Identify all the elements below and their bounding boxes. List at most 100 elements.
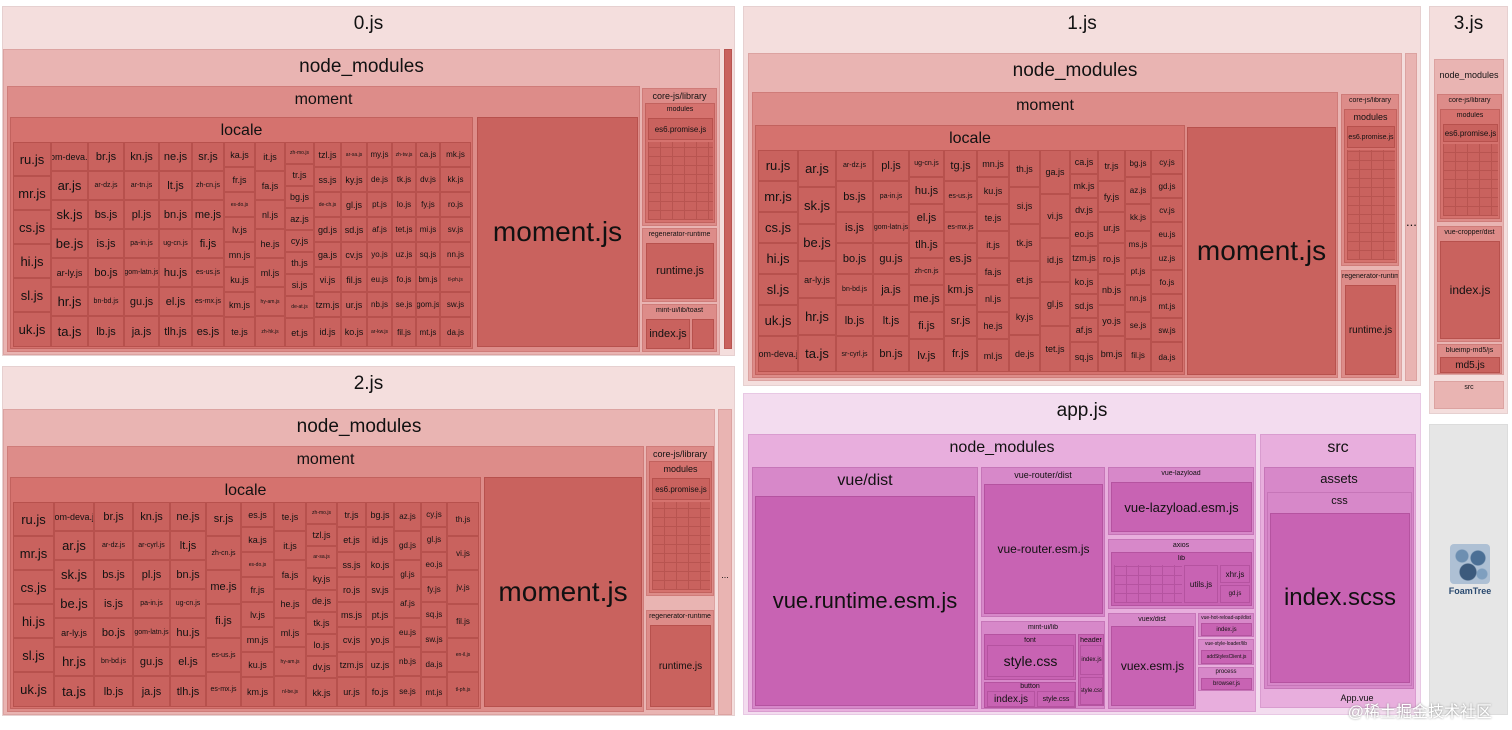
locale-file[interactable]: ka.js bbox=[241, 527, 274, 552]
locale-file[interactable]: tet.js bbox=[392, 217, 416, 242]
locale-file[interactable]: el.js bbox=[159, 287, 192, 316]
locale-file[interactable]: dv.js bbox=[1070, 198, 1098, 222]
locale-file[interactable]: hi.js bbox=[13, 604, 54, 638]
locale-file[interactable]: ml.js bbox=[977, 339, 1009, 372]
locale-file[interactable]: uk.js bbox=[13, 672, 54, 707]
locale-file[interactable]: cv.js bbox=[341, 242, 367, 267]
file-index-js[interactable]: index.js bbox=[1080, 645, 1103, 675]
locale-file[interactable]: es-us.js bbox=[206, 638, 241, 672]
locale-file[interactable]: sk.js bbox=[798, 187, 836, 224]
locale-file[interactable]: th.js bbox=[1009, 150, 1040, 187]
file-vue-lazyload[interactable]: vue-lazyload.esm.js bbox=[1111, 482, 1252, 532]
locale-file[interactable]: fa.js bbox=[977, 258, 1009, 285]
locale-file[interactable]: sl.js bbox=[13, 278, 51, 312]
locale-file[interactable]: de-ch.js bbox=[314, 192, 341, 217]
locale-file[interactable]: da.js bbox=[440, 317, 471, 347]
locale-file[interactable]: vi.js bbox=[1040, 194, 1070, 238]
locale-file[interactable]: si.js bbox=[1009, 187, 1040, 224]
locale-file[interactable]: ar-dz.js bbox=[94, 531, 133, 560]
locale-file[interactable]: zh-cn.js bbox=[909, 258, 944, 285]
vuex-group[interactable]: vuex/dist vuex.esm.js bbox=[1108, 613, 1196, 709]
locale-file[interactable]: tzl.js bbox=[306, 524, 337, 546]
locale-file[interactable]: sq.js bbox=[1070, 342, 1098, 372]
locale-file[interactable]: sr.js bbox=[206, 502, 241, 536]
locale-file[interactable]: af.js bbox=[367, 217, 392, 242]
locale-file[interactable]: gom-deva.js bbox=[54, 502, 94, 531]
vue-router-group[interactable]: vue-router/dist vue-router.esm.js bbox=[981, 467, 1105, 617]
locale-file[interactable]: gd.js bbox=[394, 531, 421, 560]
locale-file[interactable]: tet.js bbox=[1040, 326, 1070, 372]
mint-ui-group[interactable]: mint-ui/lib font style.css header index.… bbox=[981, 621, 1105, 709]
locale-file[interactable]: sr.js bbox=[944, 305, 977, 336]
locale-file[interactable]: ga.js bbox=[314, 242, 341, 267]
locale-file[interactable]: tk.js bbox=[306, 612, 337, 634]
locale-file[interactable]: de.js bbox=[367, 167, 392, 192]
vue-hot-group[interactable]: vue-hot-reload-api/dist index.js bbox=[1198, 613, 1254, 637]
locale-file[interactable]: ku.js bbox=[224, 267, 255, 292]
locale-file[interactable]: eo.js bbox=[421, 552, 447, 577]
locale-file[interactable]: se.js bbox=[392, 292, 416, 317]
locale-file[interactable]: ar.js bbox=[54, 531, 94, 560]
locale-file[interactable]: sv.js bbox=[440, 217, 471, 242]
locale-file[interactable]: kk.js bbox=[440, 167, 471, 192]
locale-file[interactable]: tlh.js bbox=[170, 676, 206, 707]
locale-file[interactable]: el.js bbox=[170, 647, 206, 676]
locale-file[interactable]: bs.js bbox=[94, 560, 133, 589]
locale-file[interactable]: gom-deva.js bbox=[758, 336, 798, 372]
locale-file[interactable]: ms.js bbox=[337, 602, 366, 627]
locale-file[interactable]: ga.js bbox=[1040, 150, 1070, 194]
locale-file[interactable]: tl-ph.js bbox=[447, 672, 479, 707]
locale-file[interactable]: uz.js bbox=[366, 652, 394, 677]
locale-file[interactable]: eu.js bbox=[394, 618, 421, 647]
locale-file[interactable]: ka.js bbox=[224, 142, 255, 167]
locale-file[interactable]: ru.js bbox=[13, 142, 51, 176]
chunk-3js[interactable]: 3.js node_modules core-js/library module… bbox=[1429, 6, 1508, 414]
modules-group[interactable]: modules es6.promise.js bbox=[645, 103, 715, 223]
locale-file[interactable]: nn.js bbox=[1125, 285, 1151, 312]
locale-file[interactable]: ru.js bbox=[13, 502, 54, 536]
locale-file[interactable]: lo.js bbox=[392, 192, 416, 217]
locale-file[interactable]: sd.js bbox=[341, 217, 367, 242]
locale-file[interactable]: id.js bbox=[314, 317, 341, 347]
locale-file[interactable]: pl.js bbox=[133, 560, 170, 589]
locale-file[interactable]: mr.js bbox=[13, 536, 54, 570]
locale-file[interactable]: et.js bbox=[1009, 261, 1040, 298]
vue-lazyload-group[interactable]: vue-lazyload vue-lazyload.esm.js bbox=[1108, 467, 1254, 535]
file-index-js[interactable]: index.js bbox=[987, 691, 1035, 707]
locale-file[interactable]: lb.js bbox=[836, 305, 873, 336]
locale-file[interactable]: es-mx.js bbox=[944, 212, 977, 243]
locale-file[interactable]: zh-cn.js bbox=[192, 171, 224, 200]
locale-file[interactable]: lt.js bbox=[159, 171, 192, 200]
locale-file[interactable]: sl.js bbox=[13, 638, 54, 672]
locale-file[interactable]: fa.js bbox=[255, 171, 285, 200]
locale-file[interactable]: gom-latn.js bbox=[133, 618, 170, 647]
locale-file[interactable]: lo.js bbox=[306, 634, 337, 656]
locale-file[interactable]: ta.js bbox=[798, 335, 836, 372]
locale-file[interactable]: es-mx.js bbox=[206, 672, 241, 707]
blueimp-group[interactable]: blueimp-md5/js md5.js bbox=[1437, 344, 1502, 374]
locale-file[interactable]: bm.js bbox=[416, 267, 440, 292]
locale-file[interactable]: ss.js bbox=[337, 552, 366, 577]
locale-file[interactable]: ne.js bbox=[159, 142, 192, 171]
locale-file[interactable]: tlh.js bbox=[159, 316, 192, 347]
locale-file[interactable]: pa-in.js bbox=[873, 181, 909, 212]
locale-file[interactable]: my.js bbox=[367, 142, 392, 167]
file-style-css[interactable]: style.css bbox=[1037, 691, 1075, 707]
locale-file[interactable]: sw.js bbox=[440, 292, 471, 317]
locale-file[interactable]: fo.js bbox=[1151, 270, 1183, 294]
locale-file[interactable]: cy.js bbox=[1151, 150, 1183, 174]
locale-file[interactable]: nl-be.js bbox=[274, 676, 306, 707]
locale-file[interactable]: ne.js bbox=[170, 502, 206, 531]
locale-file[interactable]: bn.js bbox=[170, 560, 206, 589]
locale-file[interactable]: br.js bbox=[94, 502, 133, 531]
locale-file[interactable]: ml.js bbox=[255, 258, 285, 287]
locale-file[interactable]: it.js bbox=[977, 231, 1009, 258]
locale-file[interactable]: fy.js bbox=[416, 192, 440, 217]
locale-file[interactable]: tl-ph.js bbox=[440, 267, 471, 292]
locale-file[interactable]: mi.js bbox=[416, 217, 440, 242]
overflow-group[interactable]: ... bbox=[1405, 53, 1417, 381]
locale-file[interactable]: lt.js bbox=[170, 531, 206, 560]
locale-file[interactable]: is.js bbox=[94, 589, 133, 618]
